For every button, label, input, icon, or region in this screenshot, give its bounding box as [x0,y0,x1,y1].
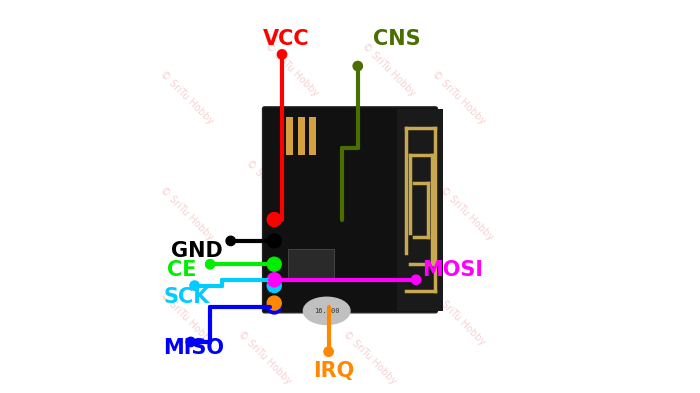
Text: © SriTu Hobby: © SriTu Hobby [158,68,216,126]
FancyBboxPatch shape [262,107,438,313]
Circle shape [353,61,363,71]
Circle shape [186,337,195,347]
Circle shape [267,279,281,293]
Text: © SriTu Hobby: © SriTu Hobby [360,41,417,99]
Circle shape [324,347,333,356]
Text: © SriTu Hobby: © SriTu Hobby [263,41,321,99]
Text: © SriTu Hobby: © SriTu Hobby [438,185,495,242]
Text: 16.000: 16.000 [314,308,340,314]
Circle shape [277,50,287,59]
FancyBboxPatch shape [397,109,443,311]
FancyBboxPatch shape [286,117,293,155]
Circle shape [190,281,200,290]
Circle shape [412,275,421,285]
Text: GND: GND [172,241,223,261]
Text: MISO: MISO [164,338,225,358]
Text: © SriTu Hobby: © SriTu Hobby [430,290,487,347]
FancyBboxPatch shape [288,249,335,280]
Text: VCC: VCC [262,29,309,49]
Text: © SriTu Hobby: © SriTu Hobby [341,329,398,386]
Text: © SriTu Hobby: © SriTu Hobby [430,68,487,126]
Circle shape [206,259,215,269]
Circle shape [226,236,235,246]
Circle shape [267,300,281,314]
Ellipse shape [303,297,350,325]
Text: © SriTu Hobby: © SriTu Hobby [244,158,301,215]
Text: MOSI: MOSI [422,260,483,280]
Circle shape [267,296,281,310]
FancyBboxPatch shape [309,117,316,155]
Text: © SriTu Hobby: © SriTu Hobby [158,185,216,242]
Text: © SriTu Hobby: © SriTu Hobby [158,290,216,347]
Text: © SriTu Hobby: © SriTu Hobby [236,329,293,386]
Circle shape [267,273,281,287]
FancyBboxPatch shape [298,117,304,155]
Text: IRQ: IRQ [313,361,354,381]
Text: © SriTu Hobby: © SriTu Hobby [352,158,410,215]
Circle shape [267,234,281,248]
Text: CE: CE [167,260,197,280]
Text: SCK: SCK [164,287,210,307]
Circle shape [267,213,281,226]
Circle shape [267,257,281,271]
Text: CNS: CNS [373,29,421,49]
